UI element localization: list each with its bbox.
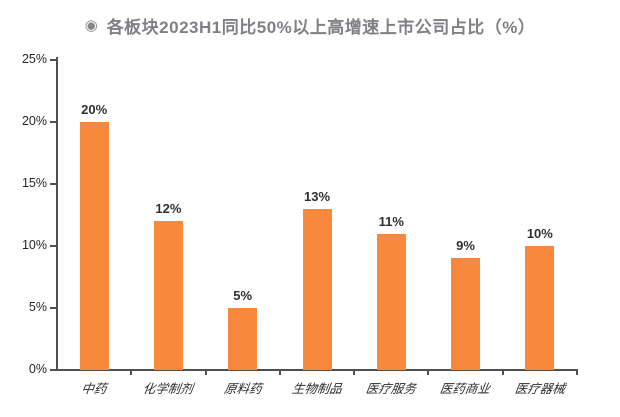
bar (79, 122, 109, 370)
x-axis-tick (204, 370, 207, 375)
bullseye-icon: ◉ (84, 17, 98, 34)
chart-header: ◉ 各板块2023H1同比50%以上高增速上市公司占比（%） (0, 13, 620, 38)
bar-value-label: 12% (155, 201, 182, 217)
x-category-label: 医疗服务 (365, 382, 418, 396)
y-tick-label: 0% (28, 362, 47, 376)
x-axis-tick (576, 370, 578, 375)
x-axis-tick (130, 370, 133, 375)
y-axis-tick (50, 183, 57, 185)
x-axis-tick (427, 370, 430, 375)
x-axis-tick (353, 370, 356, 375)
y-axis-tick (50, 369, 57, 371)
y-tick-label: 15% (21, 176, 47, 190)
bar-value-label: 10% (526, 226, 553, 241)
y-axis-tick (50, 121, 57, 123)
bar (451, 258, 481, 370)
x-category-label: 医药商业 (439, 382, 492, 396)
x-axis-line (56, 369, 578, 371)
y-tick-label: 25% (21, 52, 47, 66)
chart-title: 各板块2023H1同比50%以上高增速上市公司占比（%） (106, 18, 536, 37)
x-axis-tick (278, 370, 281, 375)
x-category-label: 中药 (80, 382, 108, 396)
y-axis-tick (50, 59, 57, 61)
bar-value-label: 11% (378, 213, 404, 229)
x-category-label: 医疗器械 (513, 382, 566, 396)
bar-value-label: 5% (233, 288, 253, 303)
x-category-label: 原料药 (222, 382, 263, 396)
y-axis-line (56, 57, 58, 371)
y-tick-label: 10% (21, 238, 47, 252)
bar-value-label: 20% (81, 102, 108, 117)
x-category-label: 化学制剂 (142, 382, 195, 396)
y-tick-label: 5% (28, 300, 47, 314)
bar (302, 208, 332, 370)
x-category-label: 生物制品 (290, 382, 343, 396)
bar-value-label: 13% (303, 188, 331, 204)
bar (525, 246, 555, 370)
bar (376, 233, 406, 370)
bar (228, 308, 258, 370)
bar (153, 221, 183, 370)
bar-value-label: 9% (456, 238, 475, 254)
y-tick-label: 20% (21, 114, 47, 128)
y-axis-tick (50, 245, 57, 247)
x-axis-tick (501, 370, 504, 375)
y-axis-tick (50, 307, 57, 309)
